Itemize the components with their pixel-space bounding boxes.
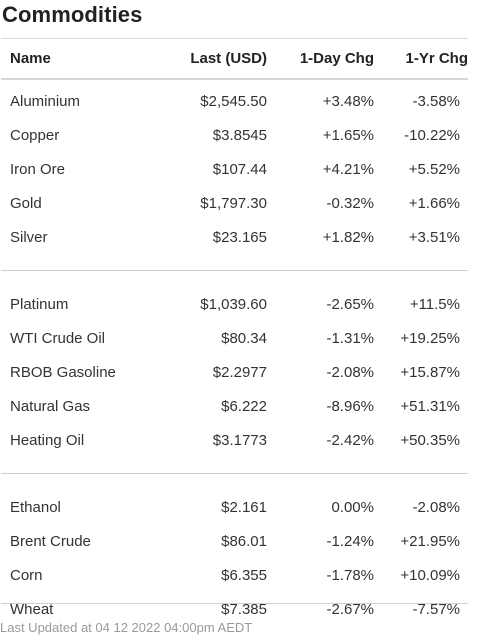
last-price: $3.8545 (212, 126, 267, 144)
commodity-name[interactable]: Gold (10, 194, 42, 212)
year-change: +11.5% (409, 295, 460, 313)
group-separator (1, 457, 468, 474)
day-change: +4.21% (322, 160, 374, 178)
header-day-change[interactable]: 1-Day Chg (267, 39, 374, 80)
last-price: $1,797.30 (200, 194, 267, 212)
year-change: +19.25% (400, 329, 460, 347)
year-change: -2.08% (412, 498, 460, 516)
year-change: -7.57% (412, 600, 460, 618)
commodities-table: Name Last (USD) 1-Day Chg 1-Yr Chg Alumi… (1, 39, 468, 626)
table-row[interactable]: Brent Crude $86.01 -1.24% +21.95% (1, 524, 468, 558)
day-change: -1.31% (326, 329, 374, 347)
group-separator (1, 254, 468, 271)
year-change: +21.95% (400, 532, 460, 550)
year-change: +51.31% (400, 397, 460, 415)
table-row[interactable]: Copper $3.8545 +1.65% -10.22% (1, 118, 468, 152)
group-spacer (1, 474, 468, 491)
table-body: Aluminium $2,545.50 +3.48% -3.58% Copper $3.8… (1, 79, 468, 626)
table-row[interactable]: Aluminium $2,545.50 +3.48% -3.58% (1, 79, 468, 118)
last-price: $6.355 (221, 566, 267, 584)
table-row[interactable]: Silver $23.165 +1.82% +3.51% (1, 220, 468, 254)
header-year-change[interactable]: 1-Yr Chg (374, 39, 468, 80)
table-row[interactable]: Corn $6.355 -1.78% +10.09% (1, 558, 468, 592)
year-change: +1.66% (408, 194, 460, 212)
last-price: $1,039.60 (200, 295, 267, 313)
year-change: +15.87% (400, 363, 460, 381)
day-change: -8.96% (326, 397, 374, 415)
day-change: -1.78% (326, 566, 374, 584)
last-price: $86.01 (221, 532, 267, 550)
last-price: $107.44 (212, 160, 267, 178)
widget-frame (1, 38, 468, 605)
table-row[interactable]: Ethanol $2.161 0.00% -2.08% (1, 490, 468, 524)
table-row[interactable]: Wheat $7.385 -2.67% -7.57% (1, 592, 468, 626)
day-change: 0.00% (331, 498, 374, 516)
group-spacer (1, 271, 468, 288)
group-spacer-cell (1, 474, 468, 491)
table-row[interactable]: Platinum $1,039.60 -2.65% +11.5% (1, 287, 468, 321)
commodity-name[interactable]: Heating Oil (10, 431, 85, 449)
commodity-name[interactable]: Copper (10, 126, 60, 144)
last-price: $7.385 (221, 600, 267, 618)
table-row[interactable]: Gold $1,797.30 -0.32% +1.66% (1, 186, 468, 220)
commodity-name[interactable]: Ethanol (10, 498, 61, 516)
widget-title: Commodities (2, 2, 143, 27)
table-bottom-divider (1, 603, 468, 604)
last-price: $23.165 (212, 228, 267, 246)
commodity-name[interactable]: Brent Crude (10, 532, 91, 550)
day-change: -2.08% (326, 363, 374, 381)
commodity-name[interactable]: Natural Gas (10, 397, 91, 415)
group-divider (1, 457, 468, 474)
year-change: +50.35% (400, 431, 460, 449)
last-price: $2.161 (221, 498, 267, 516)
year-change: +5.52% (408, 160, 460, 178)
last-price: $2,545.50 (200, 92, 267, 110)
last-price: $3.1773 (212, 431, 267, 449)
commodity-name[interactable]: Wheat (10, 600, 54, 618)
table-row[interactable]: Iron Ore $107.44 +4.21% +5.52% (1, 152, 468, 186)
year-change: +3.51% (408, 228, 460, 246)
day-change: -2.65% (326, 295, 374, 313)
table-row[interactable]: WTI Crude Oil $80.34 -1.31% +19.25% (1, 321, 468, 355)
table-header-row: Name Last (USD) 1-Day Chg 1-Yr Chg (1, 39, 468, 80)
year-change: -10.22% (404, 126, 460, 144)
day-change: +1.65% (322, 126, 374, 144)
commodity-name[interactable]: Platinum (10, 295, 69, 313)
day-change: -0.32% (326, 194, 374, 212)
commodity-name[interactable]: WTI Crude Oil (10, 329, 106, 347)
last-price: $2.2977 (212, 363, 267, 381)
day-change: -1.24% (326, 532, 374, 550)
day-change: -2.42% (326, 431, 374, 449)
day-change: +3.48% (322, 92, 374, 110)
group-spacer-cell (1, 271, 468, 288)
commodity-name[interactable]: RBOB Gasoline (10, 363, 116, 381)
commodity-name[interactable]: Silver (10, 228, 48, 246)
table-row[interactable]: Heating Oil $3.1773 -2.42% +50.35% (1, 423, 468, 457)
last-price: $80.34 (221, 329, 267, 347)
table-row[interactable]: Natural Gas $6.222 -8.96% +51.31% (1, 389, 468, 423)
commodity-name[interactable]: Aluminium (10, 92, 81, 110)
day-change: +1.82% (322, 228, 374, 246)
last-price: $6.222 (221, 397, 267, 415)
last-updated-text: Last Updated at 04 12 2022 04:00pm AEDT (0, 620, 253, 635)
year-change: +10.09% (400, 566, 460, 584)
group-divider (1, 254, 468, 271)
table-row[interactable]: RBOB Gasoline $2.2977 -2.08% +15.87% (1, 355, 468, 389)
day-change: -2.67% (326, 600, 374, 618)
year-change: -3.58% (412, 92, 460, 110)
commodity-name[interactable]: Corn (10, 566, 43, 584)
header-name[interactable]: Name (1, 39, 159, 80)
header-last[interactable]: Last (USD) (159, 39, 267, 80)
commodity-name[interactable]: Iron Ore (10, 160, 66, 178)
